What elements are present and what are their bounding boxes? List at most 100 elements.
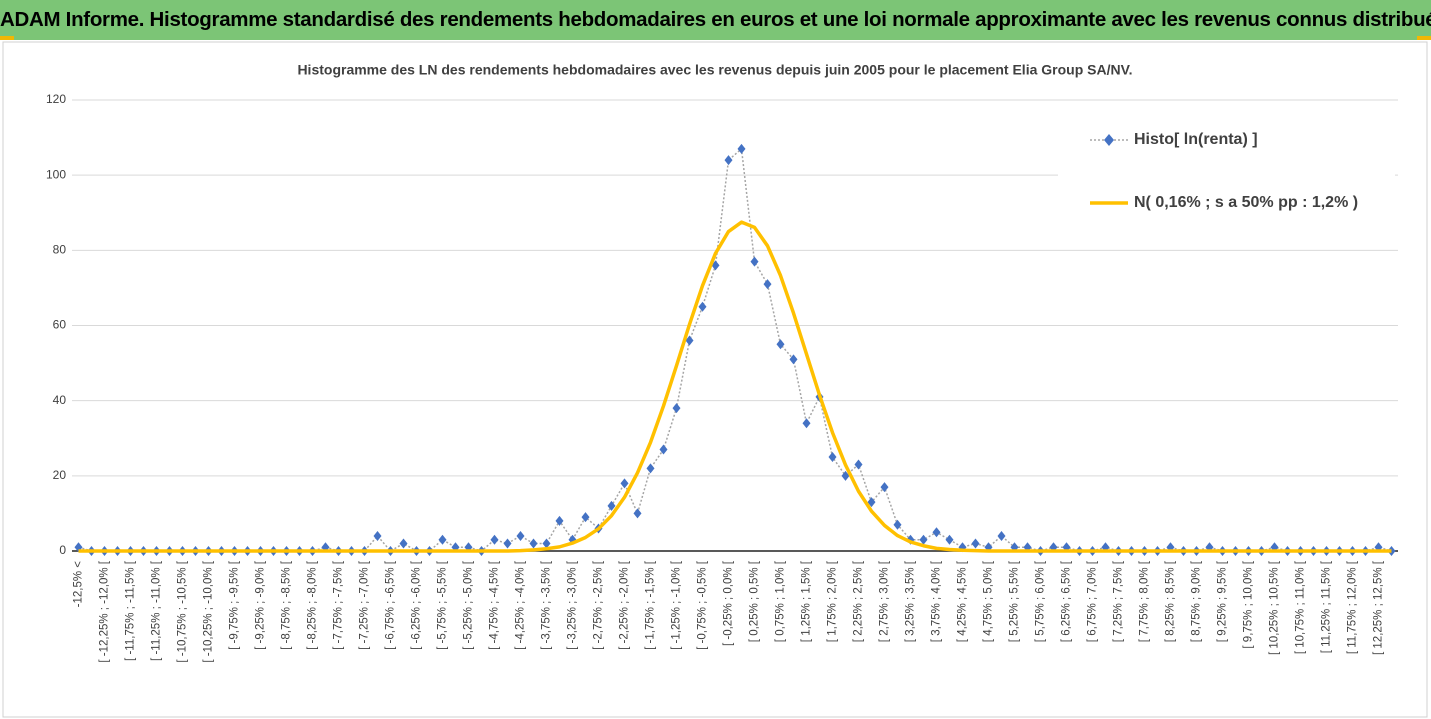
legend-marker (1104, 134, 1114, 146)
data-point (763, 279, 772, 290)
data-point (620, 478, 629, 489)
x-tick-label: [ 1,75% ; 2,0% [ (827, 560, 839, 642)
x-tick-label: [ -11,75% ; -11,5% [ (125, 560, 137, 661)
x-tick-label: [ 10,25% ; 10,5% [ (1269, 560, 1281, 655)
x-tick-label: [ 0,75% ; 1,0% [ (775, 560, 787, 642)
y-tick-label: 100 (46, 167, 66, 181)
x-tick-label: [ -0,25% ; 0,0% [ (723, 560, 735, 646)
x-tick-label: [ -7,75% ; -7,5% [ (333, 560, 345, 650)
x-tick-label: [ -1,25% ; -1,0% [ (671, 560, 683, 650)
data-point (685, 335, 694, 346)
x-tick-label: [ -4,25% ; -4,0% [ (515, 560, 527, 650)
x-tick-label: [ 10,75% ; 11,0% [ (1295, 560, 1307, 654)
data-point (854, 459, 863, 470)
data-point (789, 354, 798, 365)
data-point (542, 538, 551, 549)
x-tick-label: [ 1,25% ; 1,5% [ (801, 560, 813, 642)
x-tick-label: [ 2,75% ; 3,0% [ (879, 560, 891, 642)
data-point (503, 538, 512, 549)
x-tick-label: [ 3,25% ; 3,5% [ (905, 560, 917, 642)
banner: ADAM Informe. Histogramme standardisé de… (0, 0, 1431, 40)
x-tick-label: [ 4,75% ; 5,0% [ (983, 560, 995, 642)
legend-box (1058, 116, 1395, 236)
data-point (880, 482, 889, 493)
y-tick-label: 120 (46, 92, 66, 106)
data-point (607, 500, 616, 511)
chart: Histogramme des LN des rendements hebdom… (2, 41, 1428, 718)
x-tick-label: [ -7,25% ; -7,0% [ (359, 560, 371, 650)
data-point (555, 515, 564, 526)
x-tick-label: [ -3,75% ; -3,5% [ (541, 560, 553, 650)
x-tick-label: [ 4,25% ; 4,5% [ (957, 560, 969, 642)
x-tick-label: [ -6,75% ; -6,5% [ (385, 560, 397, 650)
data-point (633, 508, 642, 519)
y-tick-label: 20 (53, 468, 67, 482)
y-tick-label: 0 (59, 543, 66, 557)
banner-title: ADAM Informe. Histogramme standardisé de… (0, 8, 1431, 31)
x-tick-label: [ -11,25% ; -11,0% [ (151, 560, 163, 661)
data-point (490, 534, 499, 545)
x-tick-label: [ -2,75% ; -2,5% [ (593, 560, 605, 650)
banner-edge (1417, 36, 1431, 40)
x-tick-label: [ -10,25% ; -10,0% [ (203, 560, 215, 662)
y-tick-label: 40 (53, 393, 67, 407)
data-point (971, 538, 980, 549)
x-tick-label: [ 9,75% ; 10,0% [ (1243, 560, 1255, 648)
x-tick-label: [ -4,75% ; -4,5% [ (489, 560, 501, 650)
data-point (776, 339, 785, 350)
x-tick-label: [ 3,75% ; 4,0% [ (931, 560, 943, 642)
x-tick-label: [ -5,75% ; -5,5% [ (437, 560, 449, 650)
x-tick-label: [ -9,75% ; -9,5% [ (229, 560, 241, 650)
x-tick-label: [ -5,25% ; -5,0% [ (463, 560, 475, 650)
data-point (997, 530, 1006, 541)
x-tick-label: [ -8,25% ; -8,0% [ (307, 560, 319, 650)
x-tick-label: [ 7,25% ; 7,5% [ (1113, 560, 1125, 642)
x-tick-label: [ 2,25% ; 2,5% [ (853, 560, 865, 642)
data-point (529, 538, 538, 549)
x-tick-label: [ -12,25% ; -12,0% [ (99, 560, 111, 662)
x-tick-label: [ 0,25% ; 0,5% [ (749, 560, 761, 642)
data-point (672, 403, 681, 414)
data-point (581, 512, 590, 523)
x-tick-label: [ -6,25% ; -6,0% [ (411, 560, 423, 650)
chart-title: Histogramme des LN des rendements hebdom… (297, 62, 1132, 78)
data-point (646, 463, 655, 474)
data-point (802, 418, 811, 429)
data-point (945, 534, 954, 545)
legend-label: N( 0,16% ; s a 50% pp : 1,2% ) (1134, 194, 1358, 211)
data-point (919, 534, 928, 545)
x-tick-label: [ 7,75% ; 8,0% [ (1139, 560, 1151, 642)
data-point (841, 470, 850, 481)
data-point (438, 534, 447, 545)
data-point (516, 530, 525, 541)
data-point (750, 256, 759, 267)
data-point (698, 301, 707, 312)
legend-label: Histo[ ln(renta) ] (1134, 131, 1258, 148)
x-tick-label: [ -8,75% ; -8,5% [ (281, 560, 293, 650)
x-tick-label: -12,5% < (73, 561, 85, 608)
data-point (893, 519, 902, 530)
x-tick-label: [ -1,75% ; -1,5% [ (645, 560, 657, 650)
x-tick-label: [ 11,25% ; 11,5% [ (1321, 560, 1333, 653)
data-point (828, 452, 837, 463)
data-point (724, 155, 733, 166)
x-tick-label: [ 11,75% ; 12,0% [ (1347, 560, 1359, 654)
x-tick-label: [ 8,75% ; 9,0% [ (1191, 560, 1203, 642)
x-tick-label: [ -3,25% ; -3,0% [ (567, 560, 579, 650)
x-tick-label: [ 6,75% ; 7,0% [ (1087, 560, 1099, 642)
x-tick-label: [ 5,75% ; 6,0% [ (1035, 560, 1047, 642)
data-point (659, 444, 668, 455)
data-point (399, 538, 408, 549)
data-point (867, 497, 876, 508)
x-tick-label: [ 5,25% ; 5,5% [ (1009, 560, 1021, 642)
x-tick-label: [ 9,25% ; 9,5% [ (1217, 560, 1229, 642)
data-point (373, 530, 382, 541)
x-tick-label: [ -2,25% ; -2,0% [ (619, 560, 631, 650)
x-tick-label: [ -0,75% ; -0,5% [ (697, 560, 709, 650)
x-tick-label: [ -9,25% ; -9,0% [ (255, 560, 267, 650)
x-tick-label: [ 6,25% ; 6,5% [ (1061, 560, 1073, 642)
data-point (737, 143, 746, 154)
x-tick-label: [ -10,75% ; -10,5% [ (177, 560, 189, 662)
y-tick-label: 60 (53, 318, 67, 332)
